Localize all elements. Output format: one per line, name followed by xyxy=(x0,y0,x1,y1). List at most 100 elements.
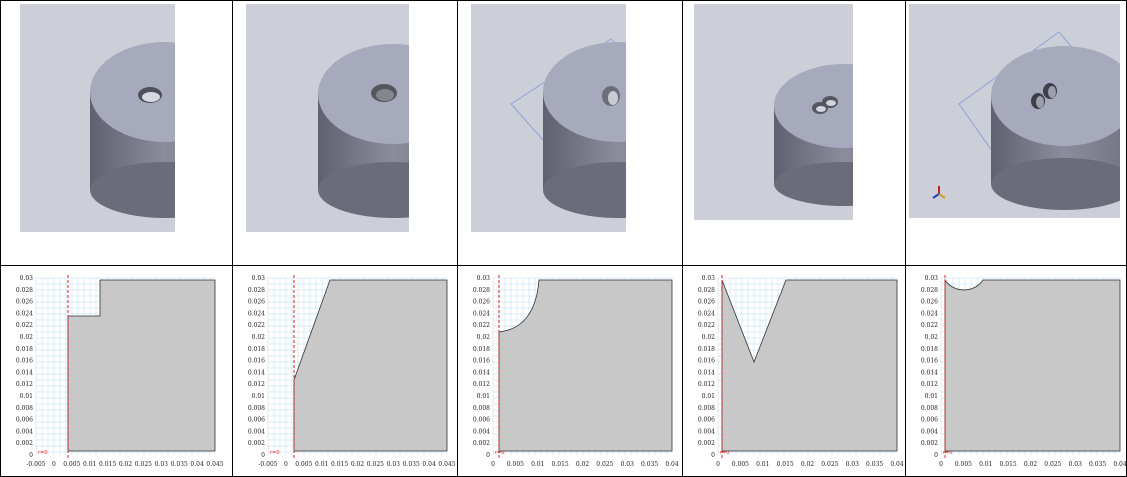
y-tick-label: 0 xyxy=(711,452,715,459)
y-tick-label: 0.016 xyxy=(16,358,33,365)
y-tick-label: 0.03 xyxy=(252,275,266,282)
x-tick-label: 0.01 xyxy=(979,461,992,468)
cad-viewport-2 xyxy=(246,4,457,232)
x-tick-label: 0.025 xyxy=(821,461,838,468)
y-tick-label: 0.014 xyxy=(16,369,33,376)
y-tick-label: 0.026 xyxy=(248,299,265,306)
y-tick-label: 0.01 xyxy=(477,393,490,400)
render-cell-2 xyxy=(232,0,457,265)
y-tick-label: 0.018 xyxy=(698,346,715,353)
table-border xyxy=(905,0,906,477)
y-tick-label: 0 xyxy=(486,452,490,459)
x-tick-label: 0.04 xyxy=(1113,461,1127,468)
x-tick-label: -0.005 xyxy=(258,461,277,468)
y-tick-label: 0.03 xyxy=(702,275,716,282)
x-tick-label: 0.01 xyxy=(756,461,769,468)
y-tick-label: 0.026 xyxy=(473,299,490,306)
x-tick-label: 0.005 xyxy=(507,461,524,468)
x-tick-label: 0.025 xyxy=(596,461,613,468)
table-border xyxy=(0,0,1,477)
x-tick-label: 0.005 xyxy=(295,461,312,468)
render-cell-1 xyxy=(0,0,232,265)
y-tick-label: 0.008 xyxy=(698,405,715,412)
x-tick-label: 0.035 xyxy=(171,461,188,468)
x-tick-label: 0.04 xyxy=(190,461,204,468)
y-tick-label: 0.03 xyxy=(20,275,34,282)
y-tick-label: 0.03 xyxy=(925,275,939,282)
y-tick-label: 0.028 xyxy=(16,287,33,294)
domain-region xyxy=(498,279,673,452)
cylinder-with-hole-1 xyxy=(90,42,232,218)
x-tick-label: 0.03 xyxy=(846,461,860,468)
y-tick-label: 0.024 xyxy=(16,310,33,317)
x-tick-label: 0 xyxy=(716,461,720,468)
x-tick-label: 0.035 xyxy=(403,461,420,468)
y-tick-label: 0.004 xyxy=(921,428,938,435)
y-tick-label: 0.022 xyxy=(16,322,33,329)
y-tick-label: 0.02 xyxy=(925,334,939,341)
y-tick-label: 0.014 xyxy=(473,369,490,376)
x-tick-label: 0.02 xyxy=(801,461,815,468)
x-tick-label: 0.035 xyxy=(1089,461,1106,468)
axis-label: r=0 xyxy=(720,450,729,456)
domain-region xyxy=(944,278,1121,452)
x-tick-label: 0.025 xyxy=(135,461,152,468)
render-cell-5 xyxy=(905,0,1127,265)
x-tick-label: 0.04 xyxy=(665,461,679,468)
domain-region xyxy=(293,279,448,452)
y-tick-label: 0.022 xyxy=(698,322,715,329)
y-tick-label: 0.02 xyxy=(477,334,491,341)
y-tick-label: 0.026 xyxy=(16,299,33,306)
x-tick-label: 0.005 xyxy=(732,461,749,468)
geometry-plot-2: 0.03 0.028 0.026 0.024 0.022 0.02 0.018 0.016 0.… xyxy=(248,275,456,468)
geometry-plot-5: 0.03 0.028 0.026 0.024 0.022 0.02 0.018 0.016 0.… xyxy=(921,275,1127,468)
triad-axis-icon xyxy=(932,186,946,199)
y-tick-label: 0.01 xyxy=(252,393,265,400)
y-tick-label: 0.028 xyxy=(698,287,715,294)
x-tick-label: 0.015 xyxy=(552,461,569,468)
y-tick-label: 0.012 xyxy=(921,381,938,388)
y-tick-label: 0.002 xyxy=(16,440,33,447)
y-tick-label: 0 xyxy=(261,452,265,459)
y-tick-label: 0.01 xyxy=(20,393,33,400)
y-tick-label: 0.018 xyxy=(473,346,490,353)
x-tick-label: 0.045 xyxy=(206,461,223,468)
y-tick-label: 0.012 xyxy=(473,381,490,388)
y-tick-label: 0.02 xyxy=(252,334,266,341)
y-tick-label: 0.028 xyxy=(248,287,265,294)
x-tick-label: 0.035 xyxy=(641,461,658,468)
y-tick-label: 0.012 xyxy=(698,381,715,388)
y-tick-label: 0.02 xyxy=(20,334,34,341)
cylinder-with-hole-4 xyxy=(774,64,905,206)
y-tick-label: 0.004 xyxy=(16,428,33,435)
plot-cell-4: 0.03 0.028 0.026 0.024 0.022 0.02 0.018 0.016 0.… xyxy=(682,265,905,477)
y-tick-label: 0.002 xyxy=(473,440,490,447)
geometry-plot-3: 0.03 0.028 0.026 0.024 0.022 0.02 0.018 0.016 0.… xyxy=(473,275,679,468)
y-tick-label: 0.012 xyxy=(248,381,265,388)
cad-viewport-5 xyxy=(909,4,1127,218)
y-tick-label: 0.004 xyxy=(473,428,490,435)
cylinder-with-hole-5 xyxy=(932,31,1127,210)
y-tick-label: 0.002 xyxy=(921,440,938,447)
y-tick-label: 0.006 xyxy=(473,417,490,424)
axis-label: r=0 xyxy=(270,450,279,456)
x-tick-label: 0.03 xyxy=(621,461,635,468)
y-tick-label: 0.02 xyxy=(702,334,716,341)
x-tick-label: 0.04 xyxy=(422,461,436,468)
x-tick-label: 0.02 xyxy=(351,461,365,468)
y-tick-label: 0.024 xyxy=(473,310,490,317)
y-tick-label: 0.018 xyxy=(16,346,33,353)
table-border xyxy=(232,0,233,477)
y-tick-label: 0.008 xyxy=(921,405,938,412)
cad-viewport-4 xyxy=(694,4,905,220)
axis-label: r=0 xyxy=(38,450,47,456)
x-tick-label: 0.01 xyxy=(315,461,328,468)
y-tick-label: 0.008 xyxy=(248,405,265,412)
y-tick-label: 0.008 xyxy=(16,405,33,412)
table-border xyxy=(682,0,683,477)
x-tick-label: 0.02 xyxy=(1024,461,1038,468)
y-tick-label: 0.022 xyxy=(473,322,490,329)
x-tick-label: 0.025 xyxy=(1044,461,1061,468)
y-tick-label: 0 xyxy=(934,452,938,459)
